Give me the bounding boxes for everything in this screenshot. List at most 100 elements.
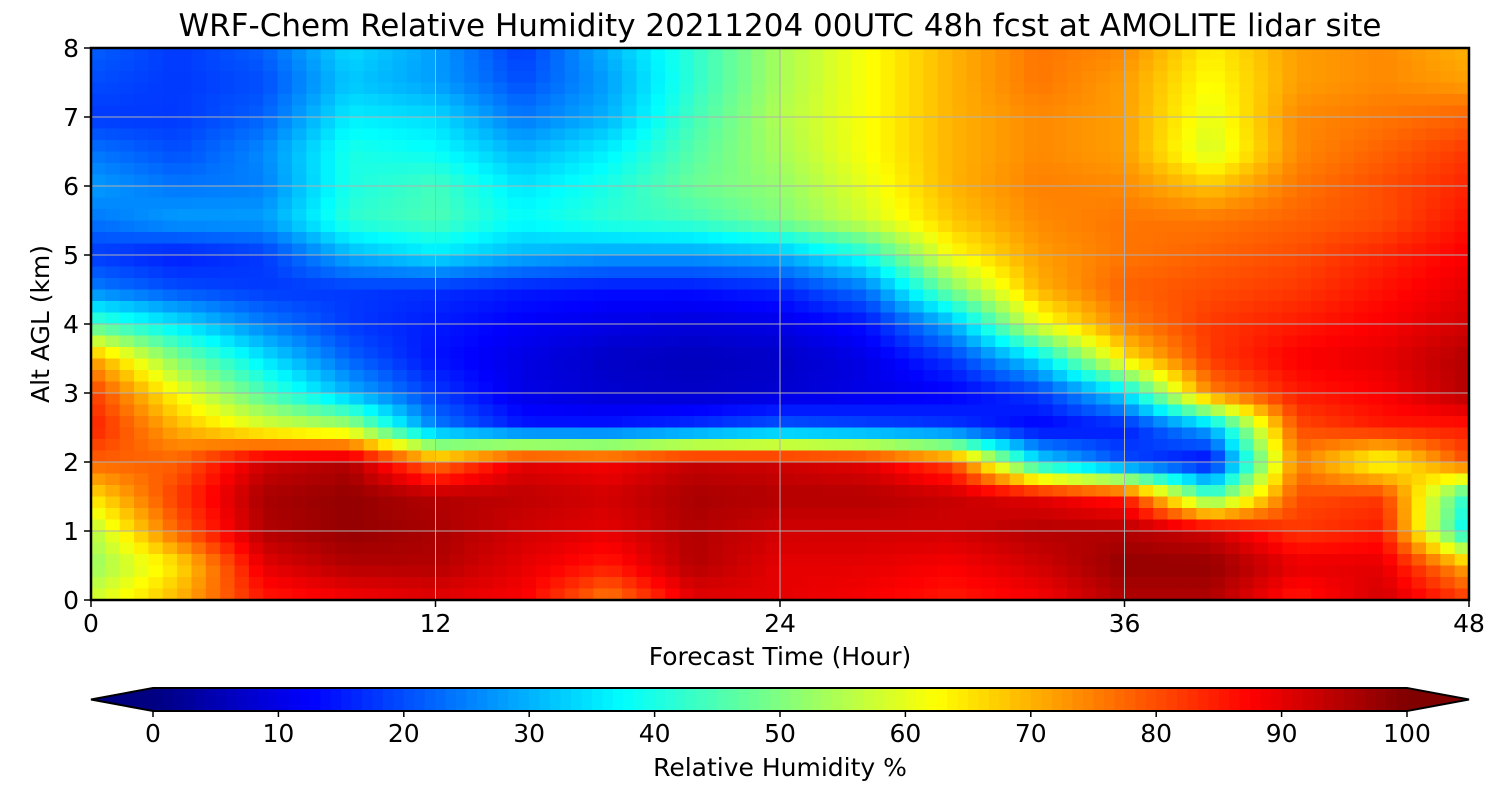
heat-cell <box>148 220 164 233</box>
heat-cell <box>564 588 580 600</box>
heat-cell <box>794 232 810 245</box>
heat-cell <box>1052 508 1068 521</box>
heat-cell <box>1167 255 1183 268</box>
heat-cell <box>507 94 523 107</box>
heat-cell <box>550 255 566 268</box>
heat-cell <box>1282 174 1298 187</box>
heat-cell <box>148 128 164 141</box>
heat-cell <box>1110 71 1126 84</box>
heat-cell <box>378 174 394 187</box>
heat-cell <box>535 404 551 417</box>
heat-cell <box>980 301 996 314</box>
heat-cell <box>952 358 968 371</box>
heat-cell <box>1138 439 1154 452</box>
heat-cell <box>751 209 767 222</box>
heat-cell <box>492 485 508 498</box>
heat-cell <box>736 416 752 429</box>
heat-cell <box>335 71 350 84</box>
heat-cell <box>191 59 207 72</box>
heat-cell <box>464 174 480 187</box>
heat-cell <box>521 232 537 245</box>
heat-cell <box>1311 197 1327 210</box>
heat-cell <box>306 243 322 256</box>
heat-cell <box>277 186 293 199</box>
colorbar-segment <box>738 688 750 711</box>
heat-cell <box>1067 232 1083 245</box>
heat-cell <box>134 163 150 176</box>
heat-cell <box>134 301 150 314</box>
heat-cell <box>1052 473 1068 486</box>
heat-cell <box>1239 335 1255 348</box>
heat-cell <box>1454 462 1469 475</box>
heat-cell <box>148 381 164 394</box>
heat-cell <box>1325 565 1341 578</box>
heat-cell <box>320 519 336 532</box>
heat-cell <box>1411 588 1427 600</box>
heat-cell <box>579 370 594 383</box>
heat-cell <box>1224 163 1240 176</box>
heat-cell <box>622 289 638 302</box>
heat-cell <box>91 59 106 72</box>
heat-cell <box>1311 542 1327 555</box>
heat-cell <box>765 197 781 210</box>
heat-cell <box>1038 554 1054 567</box>
heat-cell <box>1454 404 1469 417</box>
heat-cell <box>1024 462 1039 475</box>
heat-cell <box>1196 140 1212 153</box>
heat-cell <box>191 94 207 107</box>
heat-cell <box>1167 473 1183 486</box>
heat-cell <box>952 565 968 578</box>
heat-cell <box>1067 312 1083 325</box>
heat-cell <box>421 347 437 360</box>
heat-cell <box>119 519 135 532</box>
heat-cell <box>1024 565 1039 578</box>
heat-cell <box>162 105 178 118</box>
heat-cell <box>119 554 135 567</box>
heat-cell <box>794 163 810 176</box>
heat-cell <box>1153 577 1169 590</box>
heat-cell <box>435 48 451 61</box>
heat-cell <box>736 140 752 153</box>
heat-cell <box>1253 565 1269 578</box>
heat-cell <box>1296 48 1312 61</box>
heat-cell <box>1138 473 1154 486</box>
heat-cell <box>1311 278 1327 291</box>
heat-cell <box>780 324 795 337</box>
heat-cell <box>507 59 523 72</box>
heat-cell <box>1138 462 1154 475</box>
heat-cell <box>693 381 709 394</box>
heat-cell <box>679 243 695 256</box>
heat-cell <box>909 565 925 578</box>
heat-cell <box>837 565 853 578</box>
heat-cell <box>780 508 795 521</box>
heat-cell <box>665 71 681 84</box>
heat-cell <box>780 117 795 130</box>
heat-cell <box>751 381 767 394</box>
heat-cell <box>607 59 623 72</box>
heat-cell <box>205 393 221 406</box>
heat-cell <box>1253 220 1269 233</box>
heat-cell <box>1339 186 1355 199</box>
heat-cell <box>693 186 709 199</box>
colorbar-segment <box>633 688 645 711</box>
heat-cell <box>177 450 193 463</box>
heat-cell <box>1368 531 1384 544</box>
heat-cell <box>1224 117 1240 130</box>
heat-cell <box>1124 531 1140 544</box>
heat-cell <box>1296 462 1312 475</box>
heat-cell <box>119 140 135 153</box>
heat-cell <box>995 404 1011 417</box>
heat-cell <box>1124 358 1140 371</box>
heat-cell <box>550 289 566 302</box>
heat-cell <box>1368 232 1384 245</box>
heat-cell <box>1024 473 1039 486</box>
heat-cell <box>349 588 365 600</box>
heat-cell <box>349 312 365 325</box>
heat-cell <box>535 450 551 463</box>
heat-cell <box>995 128 1011 141</box>
heat-cell <box>1081 519 1097 532</box>
heat-cell <box>1339 94 1355 107</box>
heat-cell <box>191 140 207 153</box>
heat-cell <box>751 82 767 95</box>
heat-cell <box>564 163 580 176</box>
